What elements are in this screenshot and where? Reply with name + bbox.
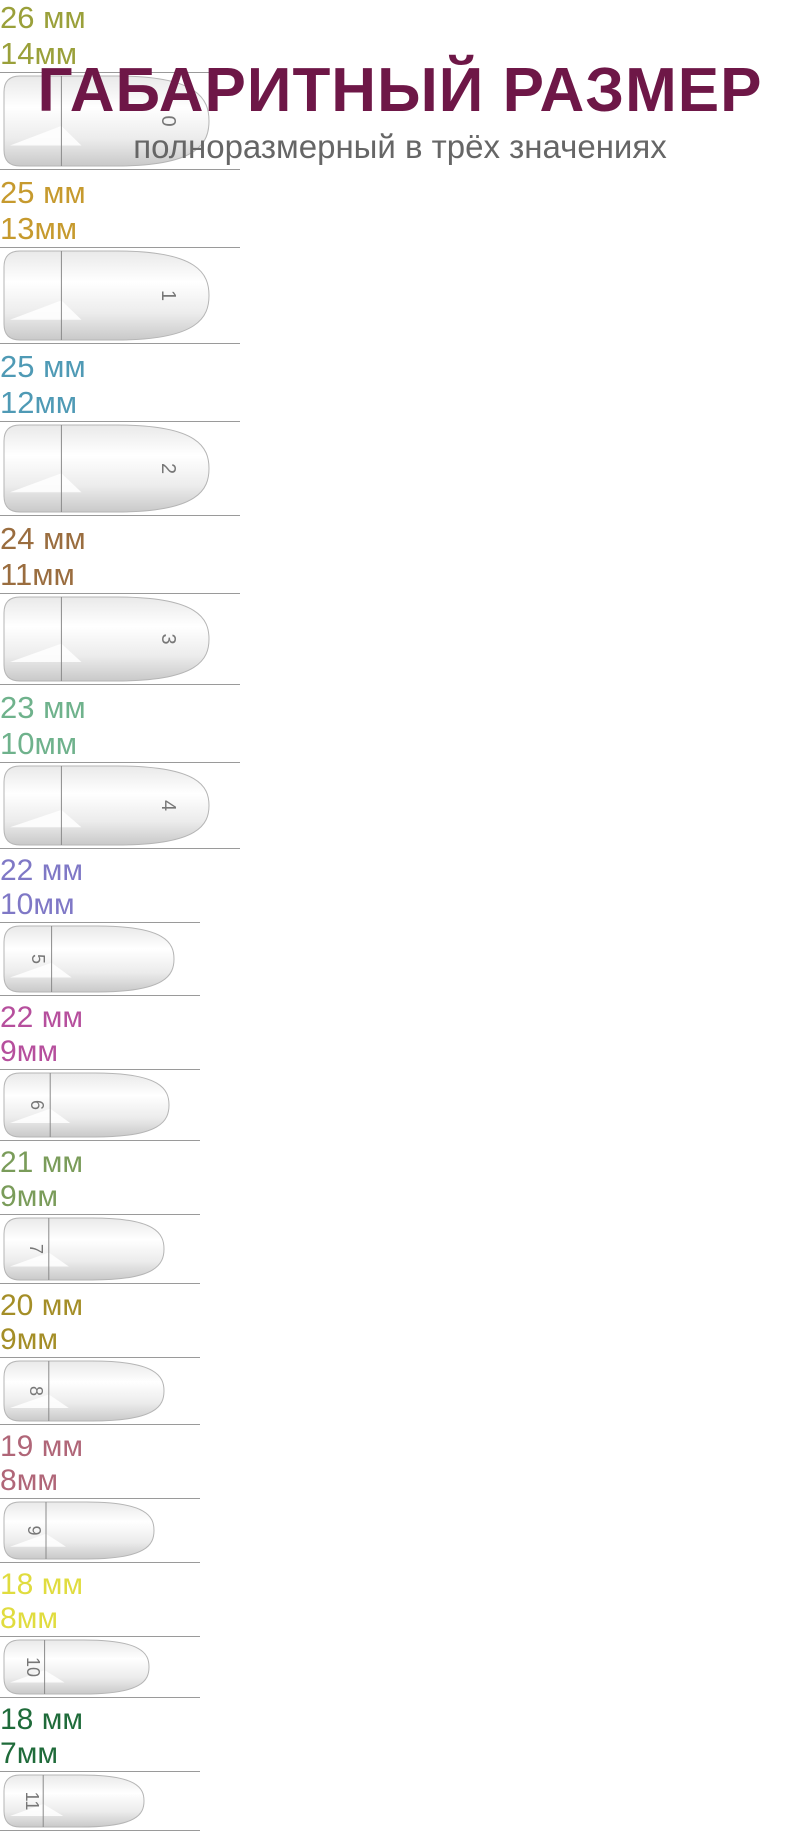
nail-tip-highlight [10,300,82,320]
nail-tip-drawing: 4 [0,762,240,849]
tip-width-value: 8 [0,1602,17,1635]
tip-width-value: 9 [0,1035,17,1068]
tip-width-label: 11мм [0,557,800,593]
tip-size-number: 5 [28,954,48,964]
tip-width-unit: мм [32,557,75,592]
tip-width-label: 9мм [0,1035,800,1069]
tip-length-label: 18 мм [0,1703,83,1736]
tip-width-unit: мм [33,888,75,921]
tip-width-unit: мм [34,36,78,71]
tip-width-unit: мм [16,1737,58,1770]
nail-tip-drawing: 7 [0,1214,200,1284]
tip-width-unit: мм [34,211,78,246]
nail-tip-drawing: 11 [0,1771,200,1831]
nail-tip-drawing: 2 [0,421,240,516]
tip-width-unit: мм [16,1180,58,1213]
nail-tip-drawing: 8 [0,1357,200,1425]
tip-width-unit: мм [34,385,78,420]
tip-length-label: 23 мм [0,690,86,725]
tip-size-number: 10 [23,1657,43,1677]
nail-tip-highlight [10,962,72,978]
tip-size-number: 2 [157,463,179,474]
tip-width-unit: мм [16,1035,58,1068]
tip-width-label: 8мм [0,1464,800,1498]
tip-length-label: 19 мм [0,1430,83,1463]
tip-size-number: 4 [157,800,179,811]
nail-tip-highlight [10,643,82,662]
nail-tip-highlight [10,809,82,828]
tip-width-label: 14мм [0,36,800,72]
tip-size-number: 8 [26,1386,46,1396]
nail-tip-highlight [10,125,82,146]
tip-size-number: 6 [27,1100,47,1110]
tip-length-label: 18 мм [0,1568,83,1601]
tip-size-number: 7 [26,1244,46,1254]
tip-length-label: 24 мм [0,521,86,556]
nail-tip-drawing: 6 [0,1069,200,1141]
tip-width-label: 12мм [0,385,800,421]
tip-width-value: 9 [0,1180,17,1213]
nail-tip-drawing: 10 [0,1636,200,1698]
nail-tip-drawing: 3 [0,593,240,685]
tip-width-value: 14 [0,36,35,71]
tip-width-value: 7 [0,1737,17,1770]
tip-width-value: 11 [0,557,33,592]
page-title: ГАБАРИТНЫЙ РАЗМЕР [37,56,763,125]
nail-tip-drawing: 5 [0,922,200,996]
nail-tip-drawing: 0 [0,72,240,170]
tip-size-number: 9 [24,1525,44,1535]
tip-size-number: 1 [157,290,179,301]
tip-width-label: 9мм [0,1323,800,1357]
tip-width-value: 10 [0,888,34,921]
tip-width-value: 12 [0,385,35,420]
tip-width-label: 10мм [0,888,800,922]
tip-width-unit: мм [16,1602,58,1635]
tip-width-label: 8мм [0,1602,800,1636]
tip-size-number: 11 [22,1792,42,1811]
nail-tip-drawing: 1 [0,247,240,344]
tip-width-label: 7мм [0,1737,800,1771]
tip-width-unit: мм [16,1323,58,1356]
tip-width-label: 13мм [0,211,800,247]
tip-width-value: 9 [0,1323,17,1356]
tip-width-label: 9мм [0,1180,800,1214]
nail-tip-drawing: 9 [0,1498,200,1563]
tip-length-label: 22 мм [0,1001,83,1034]
page-subtitle: полноразмерный в трёх значениях [133,128,667,165]
tip-width-value: 8 [0,1464,17,1497]
tip-width-unit: мм [16,1464,58,1497]
tip-length-label: 25 мм [0,349,86,384]
tip-length-label: 20 мм [0,1289,83,1322]
tip-width-value: 13 [0,211,35,246]
tip-length-label: 25 мм [0,175,86,210]
tip-size-number: 0 [157,115,179,126]
tip-length-label: 26 мм [0,0,86,35]
tip-size-number: 3 [157,633,179,644]
tip-width-label: 10мм [0,726,800,762]
tip-width-value: 10 [0,726,35,761]
tip-width-unit: мм [34,726,78,761]
tip-length-label: 21 мм [0,1146,83,1179]
tip-length-label: 22 мм [0,854,83,887]
nail-tip-highlight [10,473,82,493]
